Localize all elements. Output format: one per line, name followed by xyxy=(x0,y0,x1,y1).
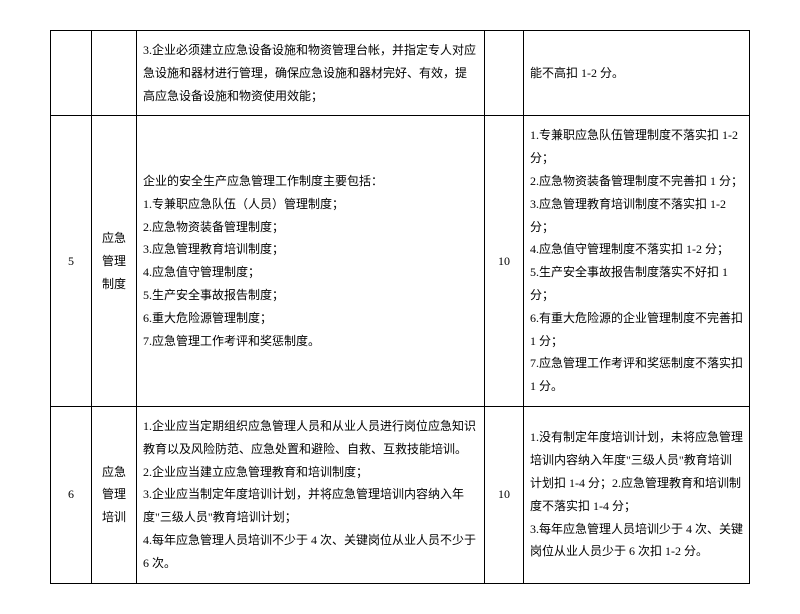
desc-item: 3.应急管理教育培训制度； xyxy=(143,238,478,261)
desc-item: 6.重大危险源管理制度； xyxy=(143,307,478,330)
row-category: 应急管理培训 xyxy=(92,406,137,583)
table-row: 5 应急管理制度 企业的安全生产应急管理工作制度主要包括： 1.专兼职应急队伍（… xyxy=(51,116,750,407)
desc-item: 1.企业应当定期组织应急管理人员和从业人员进行岗位应急知识教育以及风险防范、应急… xyxy=(143,415,478,461)
crit-item: 4.应急值守管理制度不落实扣 1-2 分； xyxy=(530,238,743,261)
row-number: 5 xyxy=(51,116,92,407)
row-score: 10 xyxy=(485,116,524,407)
desc-item: 2.应急物资装备管理制度； xyxy=(143,216,478,239)
desc-item: 1.专兼职应急队伍（人员）管理制度； xyxy=(143,193,478,216)
crit-item: 5.生产安全事故报告制度落实不好扣 1 分； xyxy=(530,261,743,307)
desc-item: 2.企业应当建立应急管理教育和培训制度； xyxy=(143,461,478,484)
desc-item: 3.企业应当制定年度培训计划，并将应急管理培训内容纳入年度"三级人员"教育培训计… xyxy=(143,483,478,529)
crit-item: 3.应急管理教育培训制度不落实扣 1-2 分； xyxy=(530,193,743,239)
crit-item: 1.专兼职应急队伍管理制度不落实扣 1-2 分； xyxy=(530,124,743,170)
crit-item: 2.应急物资装备管理制度不完善扣 1 分； xyxy=(530,170,743,193)
desc-item: 5.生产安全事故报告制度； xyxy=(143,284,478,307)
row-criteria: 1.没有制定年度培训计划，未将应急管理培训内容纳入年度"三级人员"教育培训计划扣… xyxy=(524,406,750,583)
crit-item: 能不高扣 1-2 分。 xyxy=(530,62,743,85)
row-description: 1.企业应当定期组织应急管理人员和从业人员进行岗位应急知识教育以及风险防范、应急… xyxy=(137,406,485,583)
row-description: 3.企业必须建立应急设备设施和物资管理台帐，并指定专人对应急设施和器材进行管理，… xyxy=(137,31,485,116)
desc-item: 4.每年应急管理人员培训不少于 4 次、关键岗位从业人员不少于6 次。 xyxy=(143,529,478,575)
crit-item: 6.有重大危险源的企业管理制度不完善扣 1 分； xyxy=(530,307,743,353)
crit-item: 3.每年应急管理人员培训少于 4 次、关键岗位从业人员少于 6 次扣 1-2 分… xyxy=(530,518,743,564)
table-row: 6 应急管理培训 1.企业应当定期组织应急管理人员和从业人员进行岗位应急知识教育… xyxy=(51,406,750,583)
crit-item: 1.没有制定年度培训计划，未将应急管理培训内容纳入年度"三级人员"教育培训计划扣… xyxy=(530,426,743,517)
desc-item: 7.应急管理工作考评和奖惩制度。 xyxy=(143,330,478,353)
row-score: 10 xyxy=(485,406,524,583)
assessment-table: 3.企业必须建立应急设备设施和物资管理台帐，并指定专人对应急设施和器材进行管理，… xyxy=(50,30,750,584)
crit-item: 7.应急管理工作考评和奖惩制度不落实扣 1 分。 xyxy=(530,352,743,398)
row-score xyxy=(485,31,524,116)
row-number: 6 xyxy=(51,406,92,583)
desc-item: 4.应急值守管理制度； xyxy=(143,261,478,284)
desc-intro: 企业的安全生产应急管理工作制度主要包括： xyxy=(143,170,478,193)
row-criteria: 能不高扣 1-2 分。 xyxy=(524,31,750,116)
row-description: 企业的安全生产应急管理工作制度主要包括： 1.专兼职应急队伍（人员）管理制度； … xyxy=(137,116,485,407)
desc-item: 3.企业必须建立应急设备设施和物资管理台帐，并指定专人对应急设施和器材进行管理，… xyxy=(143,39,478,107)
row-number xyxy=(51,31,92,116)
row-criteria: 1.专兼职应急队伍管理制度不落实扣 1-2 分； 2.应急物资装备管理制度不完善… xyxy=(524,116,750,407)
row-category: 应急管理制度 xyxy=(92,116,137,407)
row-category xyxy=(92,31,137,116)
table-row: 3.企业必须建立应急设备设施和物资管理台帐，并指定专人对应急设施和器材进行管理，… xyxy=(51,31,750,116)
